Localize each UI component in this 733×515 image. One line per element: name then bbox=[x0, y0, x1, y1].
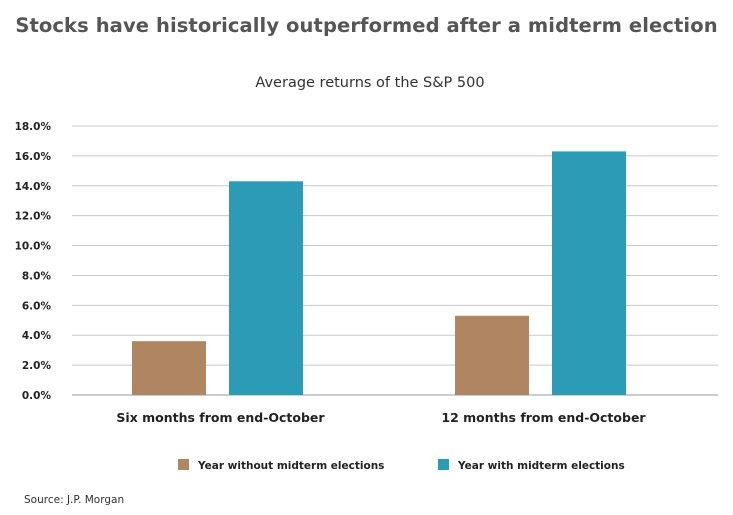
bars bbox=[132, 151, 626, 395]
y-tick-label: 2.0% bbox=[22, 360, 52, 372]
source-note: Source: J.P. Morgan bbox=[24, 494, 125, 506]
x-axis-categories: Six months from end-October 12 months fro… bbox=[116, 410, 646, 425]
y-tick-label: 16.0% bbox=[15, 151, 52, 163]
y-tick-label: 8.0% bbox=[22, 270, 52, 282]
y-tick-label: 10.0% bbox=[15, 241, 52, 253]
x-category-label: Six months from end-October bbox=[116, 410, 325, 425]
y-tick-label: 12.0% bbox=[15, 211, 52, 223]
bar bbox=[455, 315, 529, 395]
y-tick-label: 0.0% bbox=[22, 390, 52, 402]
legend-swatch bbox=[438, 459, 449, 470]
page-title: Stocks have historically outperformed af… bbox=[15, 14, 718, 37]
y-tick-label: 4.0% bbox=[22, 330, 52, 342]
legend-label: Year without midterm elections bbox=[197, 460, 384, 472]
y-tick-label: 14.0% bbox=[15, 181, 52, 193]
legend-swatch bbox=[178, 459, 189, 470]
legend-label: Year with midterm elections bbox=[457, 460, 625, 472]
y-tick-label: 6.0% bbox=[22, 300, 52, 312]
bar bbox=[132, 341, 206, 395]
x-category-label: 12 months from end-October bbox=[441, 410, 646, 425]
legend: Year without midterm elections Year with … bbox=[178, 459, 625, 472]
bar bbox=[552, 151, 626, 395]
bar bbox=[229, 181, 303, 395]
y-axis-ticks: 0.0% 2.0% 4.0% 6.0% 8.0% 10.0% 12.0% 14.0% 16.0%… bbox=[15, 121, 52, 402]
y-tick-label: 18.0% bbox=[15, 121, 52, 133]
chart-subtitle: Average returns of the S&P 500 bbox=[255, 75, 484, 91]
